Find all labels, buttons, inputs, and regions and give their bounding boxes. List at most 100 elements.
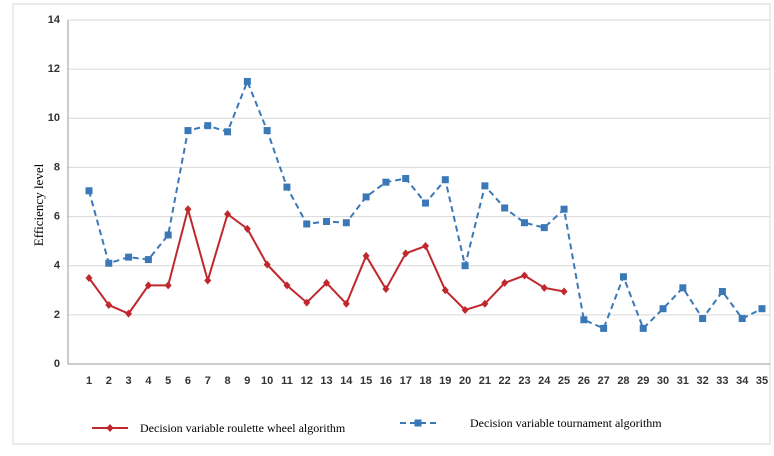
point: [540, 283, 548, 292]
point: [461, 305, 469, 314]
x-tick-label: 8: [224, 375, 230, 387]
x-tick-label: 17: [400, 375, 412, 387]
y-tick-label: 14: [48, 14, 61, 26]
x-tick-label: 1: [86, 375, 92, 387]
point: [441, 286, 449, 295]
point: [144, 256, 152, 264]
point: [125, 309, 133, 318]
x-tick-label: 10: [261, 375, 273, 387]
point: [342, 219, 350, 227]
point: [422, 242, 429, 251]
point: [619, 273, 627, 281]
y-tick-label: 6: [54, 210, 60, 222]
y-tick-label: 2: [54, 309, 60, 321]
point: [699, 315, 707, 323]
x-tick-label: 13: [320, 375, 332, 387]
point: [600, 324, 608, 332]
x-tick-label: 33: [716, 375, 728, 387]
x-tick-label: 31: [677, 375, 689, 387]
x-tick-label: 23: [518, 375, 530, 387]
point: [243, 77, 251, 85]
x-tick-label: 26: [578, 375, 590, 387]
x-tick-label: 28: [617, 375, 629, 387]
point: [540, 224, 548, 232]
x-tick-label: 3: [126, 375, 132, 387]
point: [481, 299, 489, 308]
point: [639, 324, 647, 332]
point: [461, 262, 469, 270]
x-tick-label: 34: [736, 375, 749, 387]
point: [481, 182, 489, 190]
x-tick-label: 11: [281, 375, 293, 387]
x-tick-label: 18: [419, 375, 431, 387]
point: [224, 210, 232, 219]
legend-label: Decision variable tournament algorithm: [470, 416, 662, 430]
y-tick-label: 10: [48, 112, 60, 124]
point: [758, 305, 766, 313]
x-tick-label: 15: [360, 375, 372, 387]
point: [283, 183, 291, 191]
x-tick-label: 16: [380, 375, 392, 387]
legend-marker: [414, 419, 422, 427]
x-tick-label: 5: [165, 375, 171, 387]
x-tick-label: 14: [340, 375, 353, 387]
point: [323, 217, 331, 225]
point: [144, 281, 152, 290]
y-tick-label: 8: [54, 161, 60, 173]
x-tick-label: 20: [459, 375, 471, 387]
point: [659, 305, 667, 313]
point: [402, 174, 410, 182]
point: [362, 251, 370, 260]
x-tick-label: 24: [538, 375, 551, 387]
legend-label: Decision variable roulette wheel algorit…: [140, 421, 346, 435]
x-tick-label: 12: [301, 375, 313, 387]
point: [342, 299, 350, 308]
x-tick-label: 30: [657, 375, 669, 387]
point: [303, 298, 311, 307]
point: [283, 281, 291, 290]
x-tick-label: 21: [479, 375, 491, 387]
point: [422, 199, 429, 207]
point: [303, 220, 311, 228]
point: [164, 231, 172, 239]
x-tick-label: 35: [756, 375, 768, 387]
point: [402, 249, 410, 258]
point: [738, 315, 746, 323]
x-tick-label: 29: [637, 375, 649, 387]
point: [718, 288, 726, 296]
x-tick-label: 6: [185, 375, 191, 387]
point: [224, 128, 232, 136]
point: [105, 259, 113, 267]
y-tick-label: 12: [48, 63, 60, 75]
point: [560, 287, 568, 296]
x-tick-label: 19: [439, 375, 451, 387]
point: [85, 274, 93, 282]
point: [382, 285, 390, 294]
point: [105, 301, 113, 310]
point: [580, 316, 588, 324]
point: [560, 205, 568, 213]
point: [125, 253, 133, 261]
point: [164, 281, 172, 290]
point: [520, 271, 528, 280]
point: [85, 187, 93, 195]
x-tick-label: 27: [598, 375, 610, 387]
x-tick-label: 25: [558, 375, 570, 387]
point: [184, 205, 192, 214]
point: [204, 122, 212, 130]
point: [441, 176, 449, 184]
y-tick-label: 0: [54, 358, 60, 370]
point: [263, 127, 271, 135]
x-tick-label: 7: [205, 375, 211, 387]
y-axis-label: Efficiency level: [31, 163, 46, 246]
x-tick-label: 32: [696, 375, 708, 387]
point: [243, 224, 251, 233]
point: [501, 278, 509, 287]
x-tick-label: 4: [145, 375, 152, 387]
chart-frame: [12, 3, 771, 445]
point: [323, 278, 331, 287]
point: [520, 219, 528, 227]
legend-marker: [106, 424, 114, 432]
x-tick-label: 2: [106, 375, 112, 387]
